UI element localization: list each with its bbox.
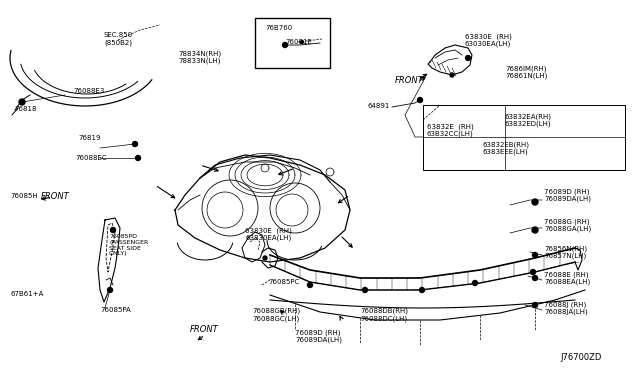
Circle shape <box>111 228 115 232</box>
Text: 76819: 76819 <box>78 135 100 141</box>
Text: 76088DB(RH)
76088DC(LH): 76088DB(RH) 76088DC(LH) <box>360 308 408 322</box>
Text: 63832EA(RH)
63832ED(LH): 63832EA(RH) 63832ED(LH) <box>505 113 552 127</box>
Circle shape <box>263 256 267 260</box>
Circle shape <box>532 227 538 233</box>
Text: 76085PC: 76085PC <box>268 279 300 285</box>
Circle shape <box>450 73 454 77</box>
Text: 76856N(RH)
76857N(LH): 76856N(RH) 76857N(LH) <box>544 245 587 259</box>
Text: 63832E  (RH)
63B32CC(LH): 63832E (RH) 63B32CC(LH) <box>427 123 474 137</box>
Text: 76088GB(RH)
76088GC(LH): 76088GB(RH) 76088GC(LH) <box>252 308 300 322</box>
Circle shape <box>465 55 470 61</box>
Text: FRONT: FRONT <box>395 76 424 84</box>
Text: 76088E (RH)
76088EA(LH): 76088E (RH) 76088EA(LH) <box>544 271 590 285</box>
Text: 76088G (RH)
76088GA(LH): 76088G (RH) 76088GA(LH) <box>544 218 591 232</box>
Text: SEC.850
(850B2): SEC.850 (850B2) <box>104 32 132 45</box>
Circle shape <box>19 99 25 105</box>
Text: 76089D (RH)
76089DA(LH): 76089D (RH) 76089DA(LH) <box>295 329 342 343</box>
Text: 76085PD
(PASSENGER
SEAT SIDE
ONLY): 76085PD (PASSENGER SEAT SIDE ONLY) <box>109 234 148 256</box>
Text: 63832EB(RH)
6383EEE(LH): 63832EB(RH) 6383EEE(LH) <box>483 141 530 155</box>
Circle shape <box>282 42 287 48</box>
Text: 76085H: 76085H <box>10 193 38 199</box>
Circle shape <box>419 288 424 292</box>
Circle shape <box>417 97 422 103</box>
Circle shape <box>532 199 538 205</box>
Text: 67B61+A: 67B61+A <box>10 291 44 297</box>
Circle shape <box>532 276 538 280</box>
Text: 76B760: 76B760 <box>265 25 292 31</box>
Text: 63830E  (RH)
63830EA(LH): 63830E (RH) 63830EA(LH) <box>245 227 292 241</box>
Circle shape <box>472 280 477 285</box>
Text: 63830E  (RH)
63030EA(LH): 63830E (RH) 63030EA(LH) <box>465 33 512 47</box>
Text: 76085PA: 76085PA <box>100 307 131 313</box>
Circle shape <box>532 302 538 308</box>
Text: 78834N(RH)
78833N(LH): 78834N(RH) 78833N(LH) <box>178 50 221 64</box>
Bar <box>423 105 625 170</box>
Circle shape <box>362 288 367 292</box>
Circle shape <box>531 269 536 275</box>
Circle shape <box>132 141 138 147</box>
Circle shape <box>307 282 312 288</box>
Text: J76700ZD: J76700ZD <box>560 353 602 362</box>
Text: 76088E3: 76088E3 <box>73 88 104 94</box>
Text: FRONT: FRONT <box>190 326 219 334</box>
Circle shape <box>136 155 141 160</box>
Circle shape <box>108 288 113 292</box>
Text: 76088J (RH)
76088JA(LH): 76088J (RH) 76088JA(LH) <box>544 301 588 315</box>
Text: 76089D (RH)
76089DA(LH): 76089D (RH) 76089DA(LH) <box>544 188 591 202</box>
Bar <box>255 18 330 68</box>
Text: 7686lM(RH)
76861N(LH): 7686lM(RH) 76861N(LH) <box>505 65 547 79</box>
Text: FRONT: FRONT <box>41 192 70 201</box>
Circle shape <box>301 41 303 44</box>
Text: 64891: 64891 <box>368 103 390 109</box>
Text: 76081E: 76081E <box>285 39 312 45</box>
Text: 76818: 76818 <box>14 106 36 112</box>
Text: 76088EC: 76088EC <box>75 155 107 161</box>
Circle shape <box>532 253 538 257</box>
